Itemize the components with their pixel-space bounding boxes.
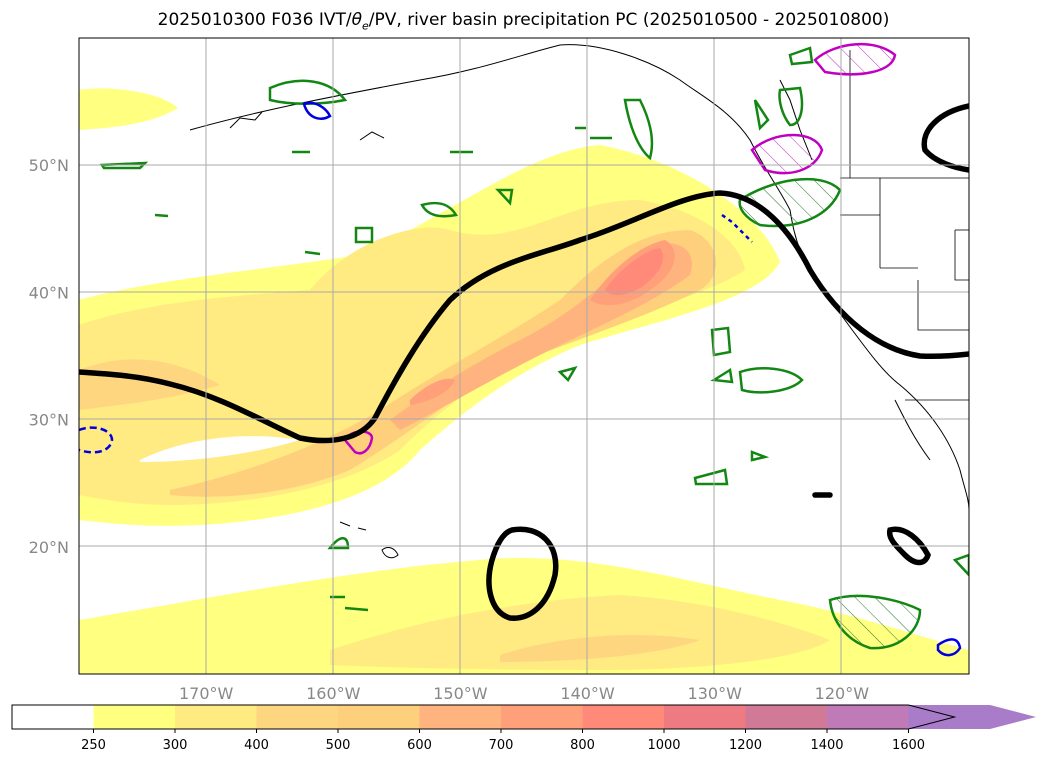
colorbar-tick-label: 500 bbox=[326, 738, 351, 753]
colorbar-segment bbox=[338, 705, 420, 729]
theta-e-magenta-contours bbox=[343, 42, 897, 455]
latitude-label: 20°N bbox=[29, 538, 69, 557]
latitude-labels: 20°N 30°N 40°N 50°N bbox=[29, 156, 69, 557]
colorbar-tick-label: 700 bbox=[489, 738, 514, 753]
title-prefix: 2025010300 F036 IVT/ bbox=[157, 10, 352, 30]
theta-e-blue-contours bbox=[79, 101, 962, 657]
title-theta-subscript: e bbox=[362, 19, 369, 33]
longitude-label: 150°W bbox=[433, 684, 488, 703]
colorbar-segment bbox=[419, 705, 502, 729]
map-title: 2025010300 F036 IVT/θe/PV, river basin p… bbox=[0, 10, 1047, 32]
latitude-label: 50°N bbox=[29, 156, 69, 175]
colorbar-segment bbox=[501, 705, 583, 729]
colorbar-segment bbox=[664, 705, 746, 729]
colorbar-tick-label: 600 bbox=[407, 738, 432, 753]
colorbar-segment bbox=[582, 705, 665, 729]
colorbar-tick-label: 800 bbox=[570, 738, 595, 753]
longitude-labels: 170°W 160°W 150°W 140°W 130°W 120°W bbox=[179, 684, 869, 703]
colorbar-tick-label: 1000 bbox=[647, 738, 680, 753]
map-layers bbox=[79, 38, 969, 674]
latitude-label: 40°N bbox=[29, 283, 69, 302]
pv-contours bbox=[79, 103, 969, 621]
ivt-fill-layer bbox=[79, 88, 969, 674]
map-frame bbox=[78, 37, 970, 675]
colorbar-tick-label: 400 bbox=[244, 738, 269, 753]
longitude-label: 120°W bbox=[815, 684, 870, 703]
theta-e-green-contours bbox=[99, 46, 969, 650]
longitude-label: 160°W bbox=[306, 684, 361, 703]
longitude-label: 170°W bbox=[179, 684, 234, 703]
latitude-label: 30°N bbox=[29, 411, 69, 430]
colorbar-segment bbox=[827, 705, 909, 729]
colorbar-tick-labels: 250 300 400 500 600 700 800 1000 1200 1400 1600 bbox=[81, 729, 925, 753]
colorbar-segment bbox=[175, 705, 257, 729]
colorbar-tick-label: 250 bbox=[81, 738, 106, 753]
colorbar-segment bbox=[12, 705, 94, 729]
colorbar-outline bbox=[11, 704, 957, 730]
state-borders bbox=[840, 50, 969, 401]
longitude-label: 140°W bbox=[560, 684, 615, 703]
colorbar-segment bbox=[93, 705, 176, 729]
colorbar-tick-label: 1400 bbox=[810, 738, 843, 753]
colorbar-segment bbox=[745, 705, 828, 729]
colorbar-segment bbox=[256, 705, 339, 729]
longitude-label: 130°W bbox=[688, 684, 743, 703]
colorbar-tick-label: 1600 bbox=[892, 738, 925, 753]
gridlines bbox=[79, 38, 969, 674]
colorbar-extend-arrow bbox=[908, 705, 1036, 729]
colorbar-tick-label: 1200 bbox=[729, 738, 762, 753]
colorbar-tick-label: 300 bbox=[163, 738, 188, 753]
title-suffix: /PV, river basin precipitation PC (20250… bbox=[368, 10, 890, 30]
colorbar bbox=[11, 704, 1036, 730]
title-theta-symbol: θ bbox=[351, 10, 362, 30]
